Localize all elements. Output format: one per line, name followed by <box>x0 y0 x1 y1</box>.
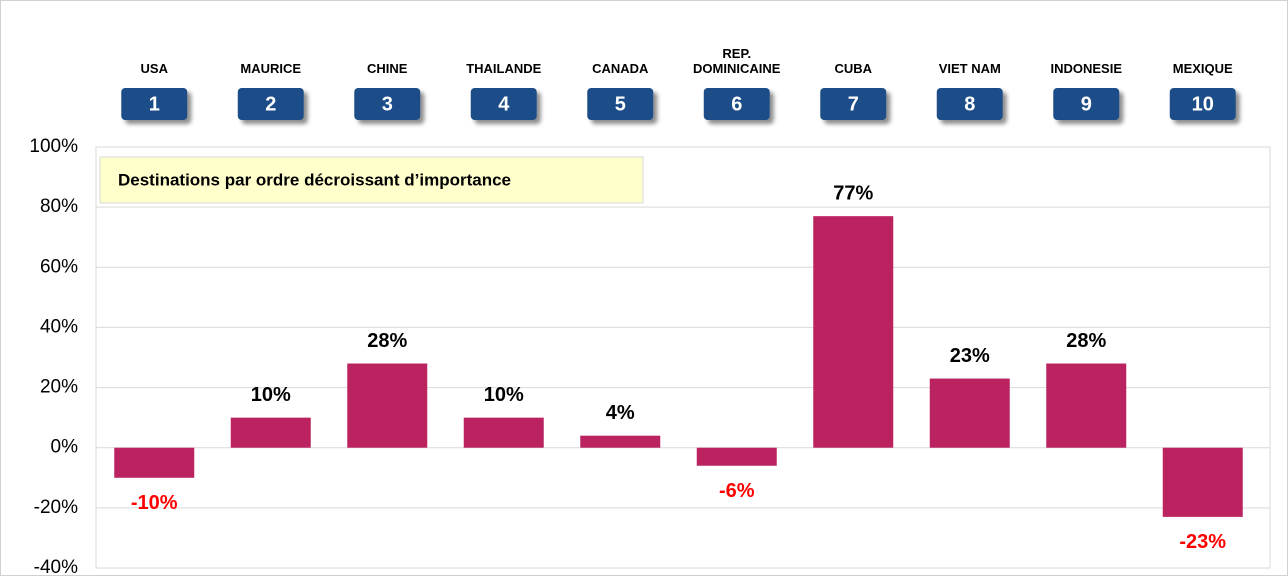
annotation-box <box>99 156 644 204</box>
bar <box>114 447 195 478</box>
value-label: 4% <box>606 402 635 424</box>
rank-label: 2 <box>265 93 276 115</box>
y-tick-label: -20% <box>34 497 78 518</box>
annotation: Destinations par ordre décroissant d’imp… <box>118 170 511 189</box>
rank-box <box>1053 88 1120 120</box>
rank-label: 10 <box>1192 93 1214 115</box>
category-label: MEXIQUE <box>1172 61 1233 76</box>
rank-label: 9 <box>1081 93 1092 115</box>
bar <box>929 378 1010 448</box>
bar <box>1046 363 1127 448</box>
rank-box <box>470 88 537 120</box>
rank-label: 6 <box>731 93 742 115</box>
value-label: 28% <box>1066 330 1106 352</box>
value-label: 23% <box>950 345 990 367</box>
category-label: REP. DOMINICAINE <box>693 46 781 76</box>
y-tick-label: 20% <box>40 377 78 398</box>
category-label: USA <box>140 61 168 76</box>
category-label: CANADA <box>592 61 649 76</box>
value-label: -10% <box>131 492 178 514</box>
rank-box <box>354 88 421 120</box>
rank-box <box>703 88 770 120</box>
y-tick-label: 0% <box>51 437 79 458</box>
rank-label: 8 <box>964 93 975 115</box>
rank-label: 1 <box>149 93 160 115</box>
rank-label: 7 <box>848 93 859 115</box>
category-label: THAILANDE <box>466 61 542 76</box>
value-label: 28% <box>367 330 407 352</box>
rank-box <box>237 88 304 120</box>
bar <box>230 417 311 448</box>
rank-label: 4 <box>498 93 510 115</box>
y-tick-label: 40% <box>40 316 78 337</box>
rank-box <box>820 88 887 120</box>
rank-box <box>121 88 188 120</box>
value-label: -6% <box>719 480 755 502</box>
bar <box>580 435 661 448</box>
bar <box>347 363 428 448</box>
rank-box <box>587 88 654 120</box>
bar <box>1162 447 1243 517</box>
rank-box <box>1169 88 1236 120</box>
y-tick-label: 60% <box>40 256 78 277</box>
category-label: INDONESIE <box>1050 61 1122 76</box>
value-label: -23% <box>1179 531 1226 553</box>
value-label: 77% <box>833 182 873 204</box>
y-tick-label: 80% <box>40 196 78 217</box>
y-tick-label: 100% <box>29 136 78 157</box>
y-tick-label: -40% <box>34 557 78 576</box>
value-label: 10% <box>484 384 524 406</box>
bar <box>696 447 777 466</box>
category-label: MAURICE <box>240 61 302 76</box>
bar <box>463 417 544 448</box>
category-label: CHINE <box>367 61 408 76</box>
rank-label: 3 <box>382 93 393 115</box>
plot-area <box>95 146 1271 569</box>
rank-label: 5 <box>615 93 626 115</box>
bar <box>813 216 894 448</box>
rank-box <box>936 88 1003 120</box>
category-label: CUBA <box>834 61 873 76</box>
value-label: 10% <box>251 384 291 406</box>
category-label: VIET NAM <box>938 61 1001 76</box>
